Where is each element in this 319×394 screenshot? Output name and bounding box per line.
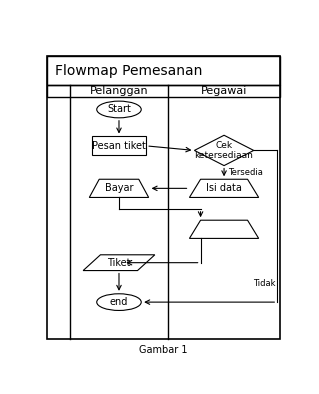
- Text: Tidak: Tidak: [254, 279, 276, 288]
- Ellipse shape: [97, 294, 141, 310]
- Text: Pesan tiket: Pesan tiket: [92, 141, 146, 151]
- Polygon shape: [194, 135, 254, 165]
- Ellipse shape: [97, 101, 141, 118]
- Polygon shape: [189, 179, 259, 197]
- FancyBboxPatch shape: [92, 136, 146, 155]
- Polygon shape: [83, 255, 155, 271]
- Text: end: end: [110, 297, 128, 307]
- Text: Start: Start: [107, 104, 131, 115]
- Text: Isi data: Isi data: [206, 183, 242, 193]
- Text: Flowmap Pemesanan: Flowmap Pemesanan: [55, 64, 202, 78]
- Text: Tiket: Tiket: [107, 258, 131, 268]
- Polygon shape: [189, 220, 259, 238]
- Text: Pelanggan: Pelanggan: [90, 86, 148, 96]
- Text: Pegawai: Pegawai: [201, 86, 247, 96]
- Polygon shape: [89, 179, 149, 197]
- Text: Bayar: Bayar: [105, 183, 133, 193]
- Text: Gambar 1: Gambar 1: [139, 345, 188, 355]
- Text: Cek
ketersediaan: Cek ketersediaan: [195, 141, 254, 160]
- Text: Tersedia: Tersedia: [228, 168, 263, 177]
